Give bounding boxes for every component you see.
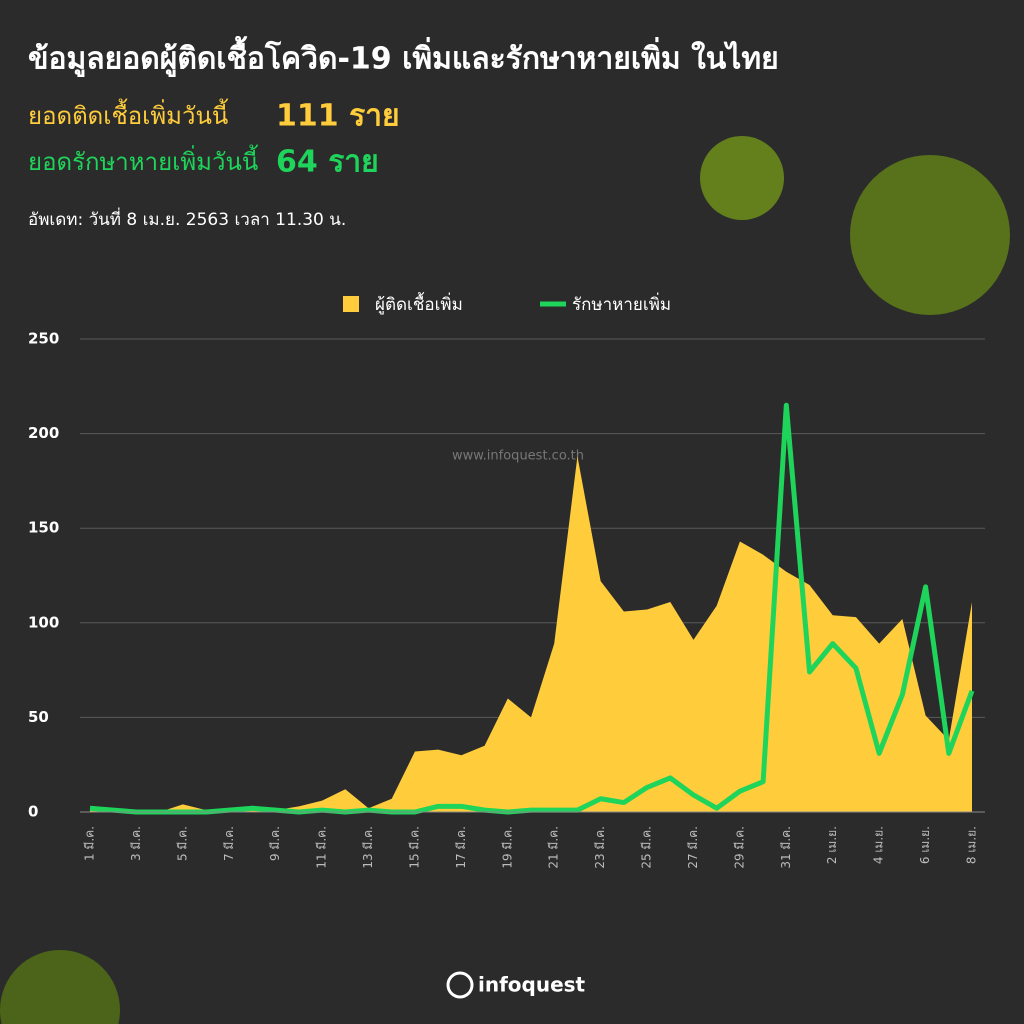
legend-swatch bbox=[343, 296, 359, 312]
x-tick-label: 2 เม.ย. bbox=[825, 826, 839, 864]
x-tick-label: 5 มี.ค. bbox=[175, 826, 189, 861]
infected-label: ยอดติดเชื้อเพิ่มวันนี้ bbox=[28, 98, 228, 130]
watermark: www.infoquest.co.th bbox=[452, 449, 584, 464]
x-tick-label: 19 มี.ค. bbox=[500, 826, 514, 869]
x-tick-label: 27 มี.ค. bbox=[686, 826, 700, 869]
title: ข้อมูลยอดผู้ติดเชื้อโควิด-19 เพิ่มและรัก… bbox=[28, 36, 779, 78]
y-tick-label: 200 bbox=[28, 424, 59, 442]
x-tick-label: 8 เม.ย. bbox=[965, 826, 979, 864]
y-tick-label: 100 bbox=[28, 613, 59, 631]
x-tick-label: 21 มี.ค. bbox=[547, 826, 561, 869]
logo-text: infoquest bbox=[478, 973, 586, 997]
x-tick-label: 6 เม.ย. bbox=[918, 826, 932, 864]
x-tick-label: 4 เม.ย. bbox=[872, 826, 886, 864]
update-time: อัพเดท: วันที่ 8 เม.ย. 2563 เวลา 11.30 น… bbox=[28, 207, 346, 230]
recovered-value: 64 ราย bbox=[276, 145, 379, 180]
logo: infoquest bbox=[446, 971, 586, 999]
plot: 0 50 100 150 200 250 1 มี.ค. 3 มี.ค. 5 มี.ค. 7 มี… bbox=[28, 292, 985, 869]
x-tick-label: 29 มี.ค. bbox=[732, 826, 746, 869]
x-tick-label: 3 มี.ค. bbox=[129, 826, 143, 861]
x-tick-label: 25 มี.ค. bbox=[640, 826, 654, 869]
x-tick-label: 9 มี.ค. bbox=[268, 826, 282, 861]
x-tick-label: 13 มี.ค. bbox=[361, 826, 375, 869]
y-tick-label: 250 bbox=[28, 330, 59, 348]
x-tick-label: 17 มี.ค. bbox=[454, 826, 468, 869]
x-tick-label: 31 มี.ค. bbox=[779, 826, 793, 869]
y-tick-label: 0 bbox=[28, 803, 38, 821]
x-tick-label: 1 มี.ค. bbox=[83, 826, 97, 861]
x-tick-label: 7 มี.ค. bbox=[222, 826, 236, 861]
x-tick-label: 23 มี.ค. bbox=[593, 826, 607, 869]
virus-decoration bbox=[0, 136, 1010, 1024]
area bbox=[90, 456, 972, 812]
recovered-label: ยอดรักษาหายเพิ่มวันนี้ bbox=[28, 144, 258, 176]
x-tick-label: 11 มี.ค. bbox=[315, 826, 329, 869]
infected-value: 111 ราย bbox=[276, 99, 400, 134]
y-tick-label: 50 bbox=[28, 708, 49, 726]
line bbox=[89, 402, 975, 815]
legend-label: ผู้ติดเชื้อเพิ่ม bbox=[375, 292, 463, 315]
legend-label: รักษาหายเพิ่ม bbox=[572, 292, 671, 315]
x-tick-label: 15 มี.ค. bbox=[407, 826, 421, 869]
y-tick-label: 150 bbox=[28, 519, 59, 537]
